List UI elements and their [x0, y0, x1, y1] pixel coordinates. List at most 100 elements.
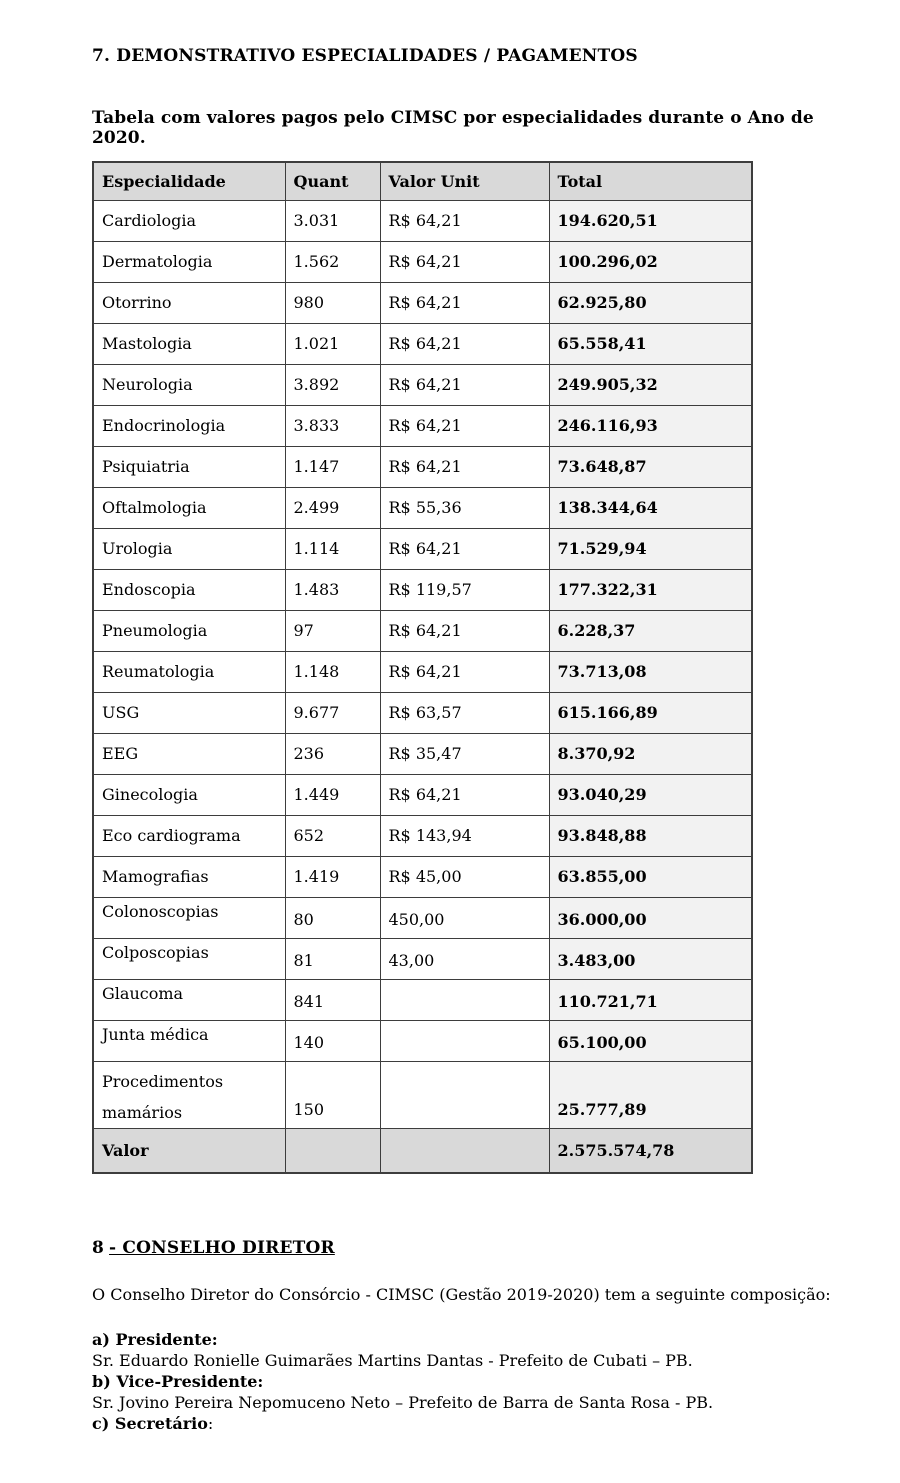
table-caption: Tabela com valores pagos pelo CIMSC por …: [92, 108, 814, 148]
cell-name: Eco cardiograma: [92, 814, 286, 857]
cell-name: Dermatologia: [92, 240, 286, 283]
cell-quant: 9.677: [284, 691, 381, 734]
especialidades-pagamentos-table: Especialidade Quant Valor Unit Total Car…: [92, 161, 753, 1174]
cell-quant: 1.562: [284, 240, 381, 283]
cell-total: 246.116,93: [548, 404, 753, 447]
table-body: Cardiologia 3.031 R$ 64,21 194.620,51 Dermat…: [92, 199, 753, 1129]
cell-unit: R$ 64,21: [379, 404, 550, 447]
table-row: Procedimentos mamários 150 25.777,89: [92, 1060, 753, 1129]
section-8-title: - CONSELHO DIRETOR: [109, 1238, 335, 1258]
cell-unit: R$ 64,21: [379, 445, 550, 488]
cell-quant: 3.892: [284, 363, 381, 406]
table-row: Urologia 1.114 R$ 64,21 71.529,94: [92, 527, 753, 570]
role-secretario-label: c) Secretário: [92, 1414, 208, 1433]
cell-unit: R$ 55,36: [379, 486, 550, 529]
cell-name: USG: [92, 691, 286, 734]
cell-quant: 80: [284, 896, 381, 939]
cell-quant: 1.147: [284, 445, 381, 488]
footer-label: Valor: [92, 1127, 286, 1174]
table-row: Reumatologia 1.148 R$ 64,21 73.713,08: [92, 650, 753, 693]
table-row: Mastologia 1.021 R$ 64,21 65.558,41: [92, 322, 753, 365]
cell-unit: R$ 64,21: [379, 322, 550, 365]
table-row: Mamografias 1.419 R$ 45,00 63.855,00: [92, 855, 753, 898]
cell-unit: R$ 64,21: [379, 363, 550, 406]
header-valor-unit: Valor Unit: [379, 161, 550, 201]
role-presidente-person: Sr. Eduardo Ronielle Guimarães Martins D…: [92, 1351, 693, 1370]
cell-total: 93.848,88: [548, 814, 753, 857]
role-presidente-label: a) Presidente:: [92, 1330, 218, 1349]
cell-name: Procedimentos mamários: [92, 1060, 286, 1129]
cell-unit: R$ 64,21: [379, 281, 550, 324]
cell-quant: 2.499: [284, 486, 381, 529]
cell-name: Ginecologia: [92, 773, 286, 816]
table-row: Eco cardiograma 652 R$ 143,94 93.848,88: [92, 814, 753, 857]
section-8-heading: 8- CONSELHO DIRETOR: [92, 1238, 836, 1258]
cell-unit: R$ 143,94: [379, 814, 550, 857]
cell-name: Pneumologia: [92, 609, 286, 652]
cell-quant: 140: [284, 1019, 381, 1062]
cell-quant: 1.483: [284, 568, 381, 611]
cell-total: 100.296,02: [548, 240, 753, 283]
table-row: Endoscopia 1.483 R$ 119,57 177.322,31: [92, 568, 753, 611]
table-row: Ginecologia 1.449 R$ 64,21 93.040,29: [92, 773, 753, 816]
cell-quant: 97: [284, 609, 381, 652]
cell-total: 6.228,37: [548, 609, 753, 652]
cell-quant: 150: [284, 1060, 381, 1129]
cell-quant: 3.031: [284, 199, 381, 242]
table-row: Endocrinologia 3.833 R$ 64,21 246.116,93: [92, 404, 753, 447]
cell-name: Psiquiatria: [92, 445, 286, 488]
cell-total: 36.000,00: [548, 896, 753, 939]
cell-name: Colonoscopias: [92, 896, 286, 939]
role-secretario-colon: :: [207, 1414, 214, 1433]
cell-unit: R$ 35,47: [379, 732, 550, 775]
role-secretario: c) Secretário:: [92, 1413, 836, 1434]
cell-total: 110.721,71: [548, 978, 753, 1021]
cell-quant: 652: [284, 814, 381, 857]
cell-name: Oftalmologia: [92, 486, 286, 529]
cell-unit: R$ 64,21: [379, 609, 550, 652]
footer-unit: [379, 1127, 550, 1174]
cell-name: EEG: [92, 732, 286, 775]
table-row: Dermatologia 1.562 R$ 64,21 100.296,02: [92, 240, 753, 283]
cell-total: 65.558,41: [548, 322, 753, 365]
role-presidente: a) Presidente:: [92, 1329, 836, 1350]
cell-total: 73.713,08: [548, 650, 753, 693]
cell-total: 177.322,31: [548, 568, 753, 611]
cell-total: 62.925,80: [548, 281, 753, 324]
header-especialidade: Especialidade: [92, 161, 286, 201]
cell-name: Urologia: [92, 527, 286, 570]
cell-unit: 43,00: [379, 937, 550, 980]
cell-quant: 841: [284, 978, 381, 1021]
cell-name: Endoscopia: [92, 568, 286, 611]
cell-name: Neurologia: [92, 363, 286, 406]
cell-name: Reumatologia: [92, 650, 286, 693]
table-row: USG 9.677 R$ 63,57 615.166,89: [92, 691, 753, 734]
section-8-intro: O Conselho Diretor do Consórcio - CIMSC …: [92, 1285, 831, 1304]
cell-total: 65.100,00: [548, 1019, 753, 1062]
cell-unit: 450,00: [379, 896, 550, 939]
cell-total: 93.040,29: [548, 773, 753, 816]
cell-total: 71.529,94: [548, 527, 753, 570]
cell-name: Colposcopias: [92, 937, 286, 980]
role-vice-presidente-label: b) Vice-Presidente:: [92, 1372, 264, 1391]
table-row: Pneumologia 97 R$ 64,21 6.228,37: [92, 609, 753, 652]
cell-name: Glaucoma: [92, 978, 286, 1021]
table-row: Neurologia 3.892 R$ 64,21 249.905,32: [92, 363, 753, 406]
cell-quant: 236: [284, 732, 381, 775]
table-row: Glaucoma 841 110.721,71: [92, 978, 753, 1021]
role-vice-presidente: b) Vice-Presidente:: [92, 1371, 836, 1392]
cell-unit: R$ 64,21: [379, 527, 550, 570]
cell-total: 194.620,51: [548, 199, 753, 242]
cell-quant: 1.419: [284, 855, 381, 898]
cell-unit: [379, 1019, 550, 1062]
cell-unit: R$ 45,00: [379, 855, 550, 898]
table-row: Psiquiatria 1.147 R$ 64,21 73.648,87: [92, 445, 753, 488]
section-8-number: 8: [92, 1238, 105, 1258]
table-header-row: Especialidade Quant Valor Unit Total: [92, 161, 753, 201]
cell-name: Junta médica: [92, 1019, 286, 1062]
footer-quant: [284, 1127, 381, 1174]
table-row: Cardiologia 3.031 R$ 64,21 194.620,51: [92, 199, 753, 242]
conselho-roles: a) Presidente: Sr. Eduardo Ronielle Guim…: [92, 1329, 836, 1434]
header-total: Total: [548, 161, 753, 201]
